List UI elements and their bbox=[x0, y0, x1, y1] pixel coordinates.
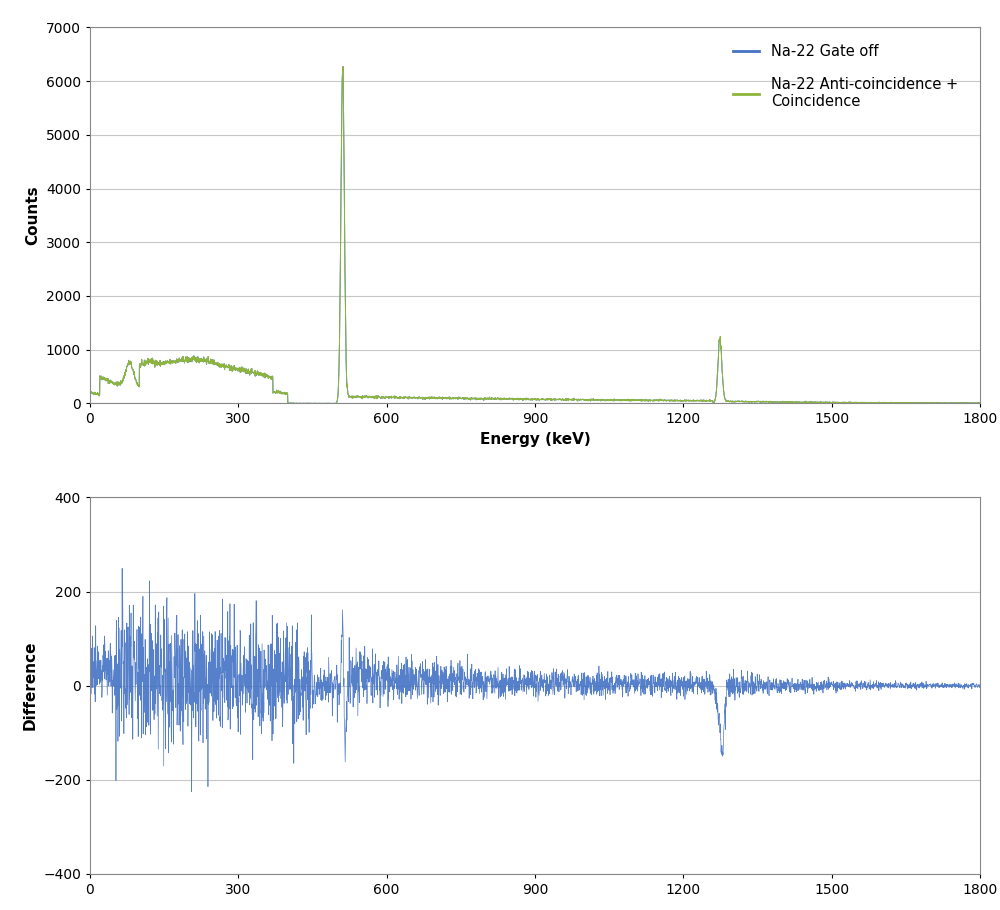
Y-axis label: Counts: Counts bbox=[25, 186, 40, 245]
X-axis label: Energy (keV): Energy (keV) bbox=[480, 432, 590, 447]
Y-axis label: Difference: Difference bbox=[23, 641, 38, 731]
Legend: Na-22 Gate off, Na-22 Anti-coincidence +
Coincidence: Na-22 Gate off, Na-22 Anti-coincidence +… bbox=[727, 38, 964, 115]
